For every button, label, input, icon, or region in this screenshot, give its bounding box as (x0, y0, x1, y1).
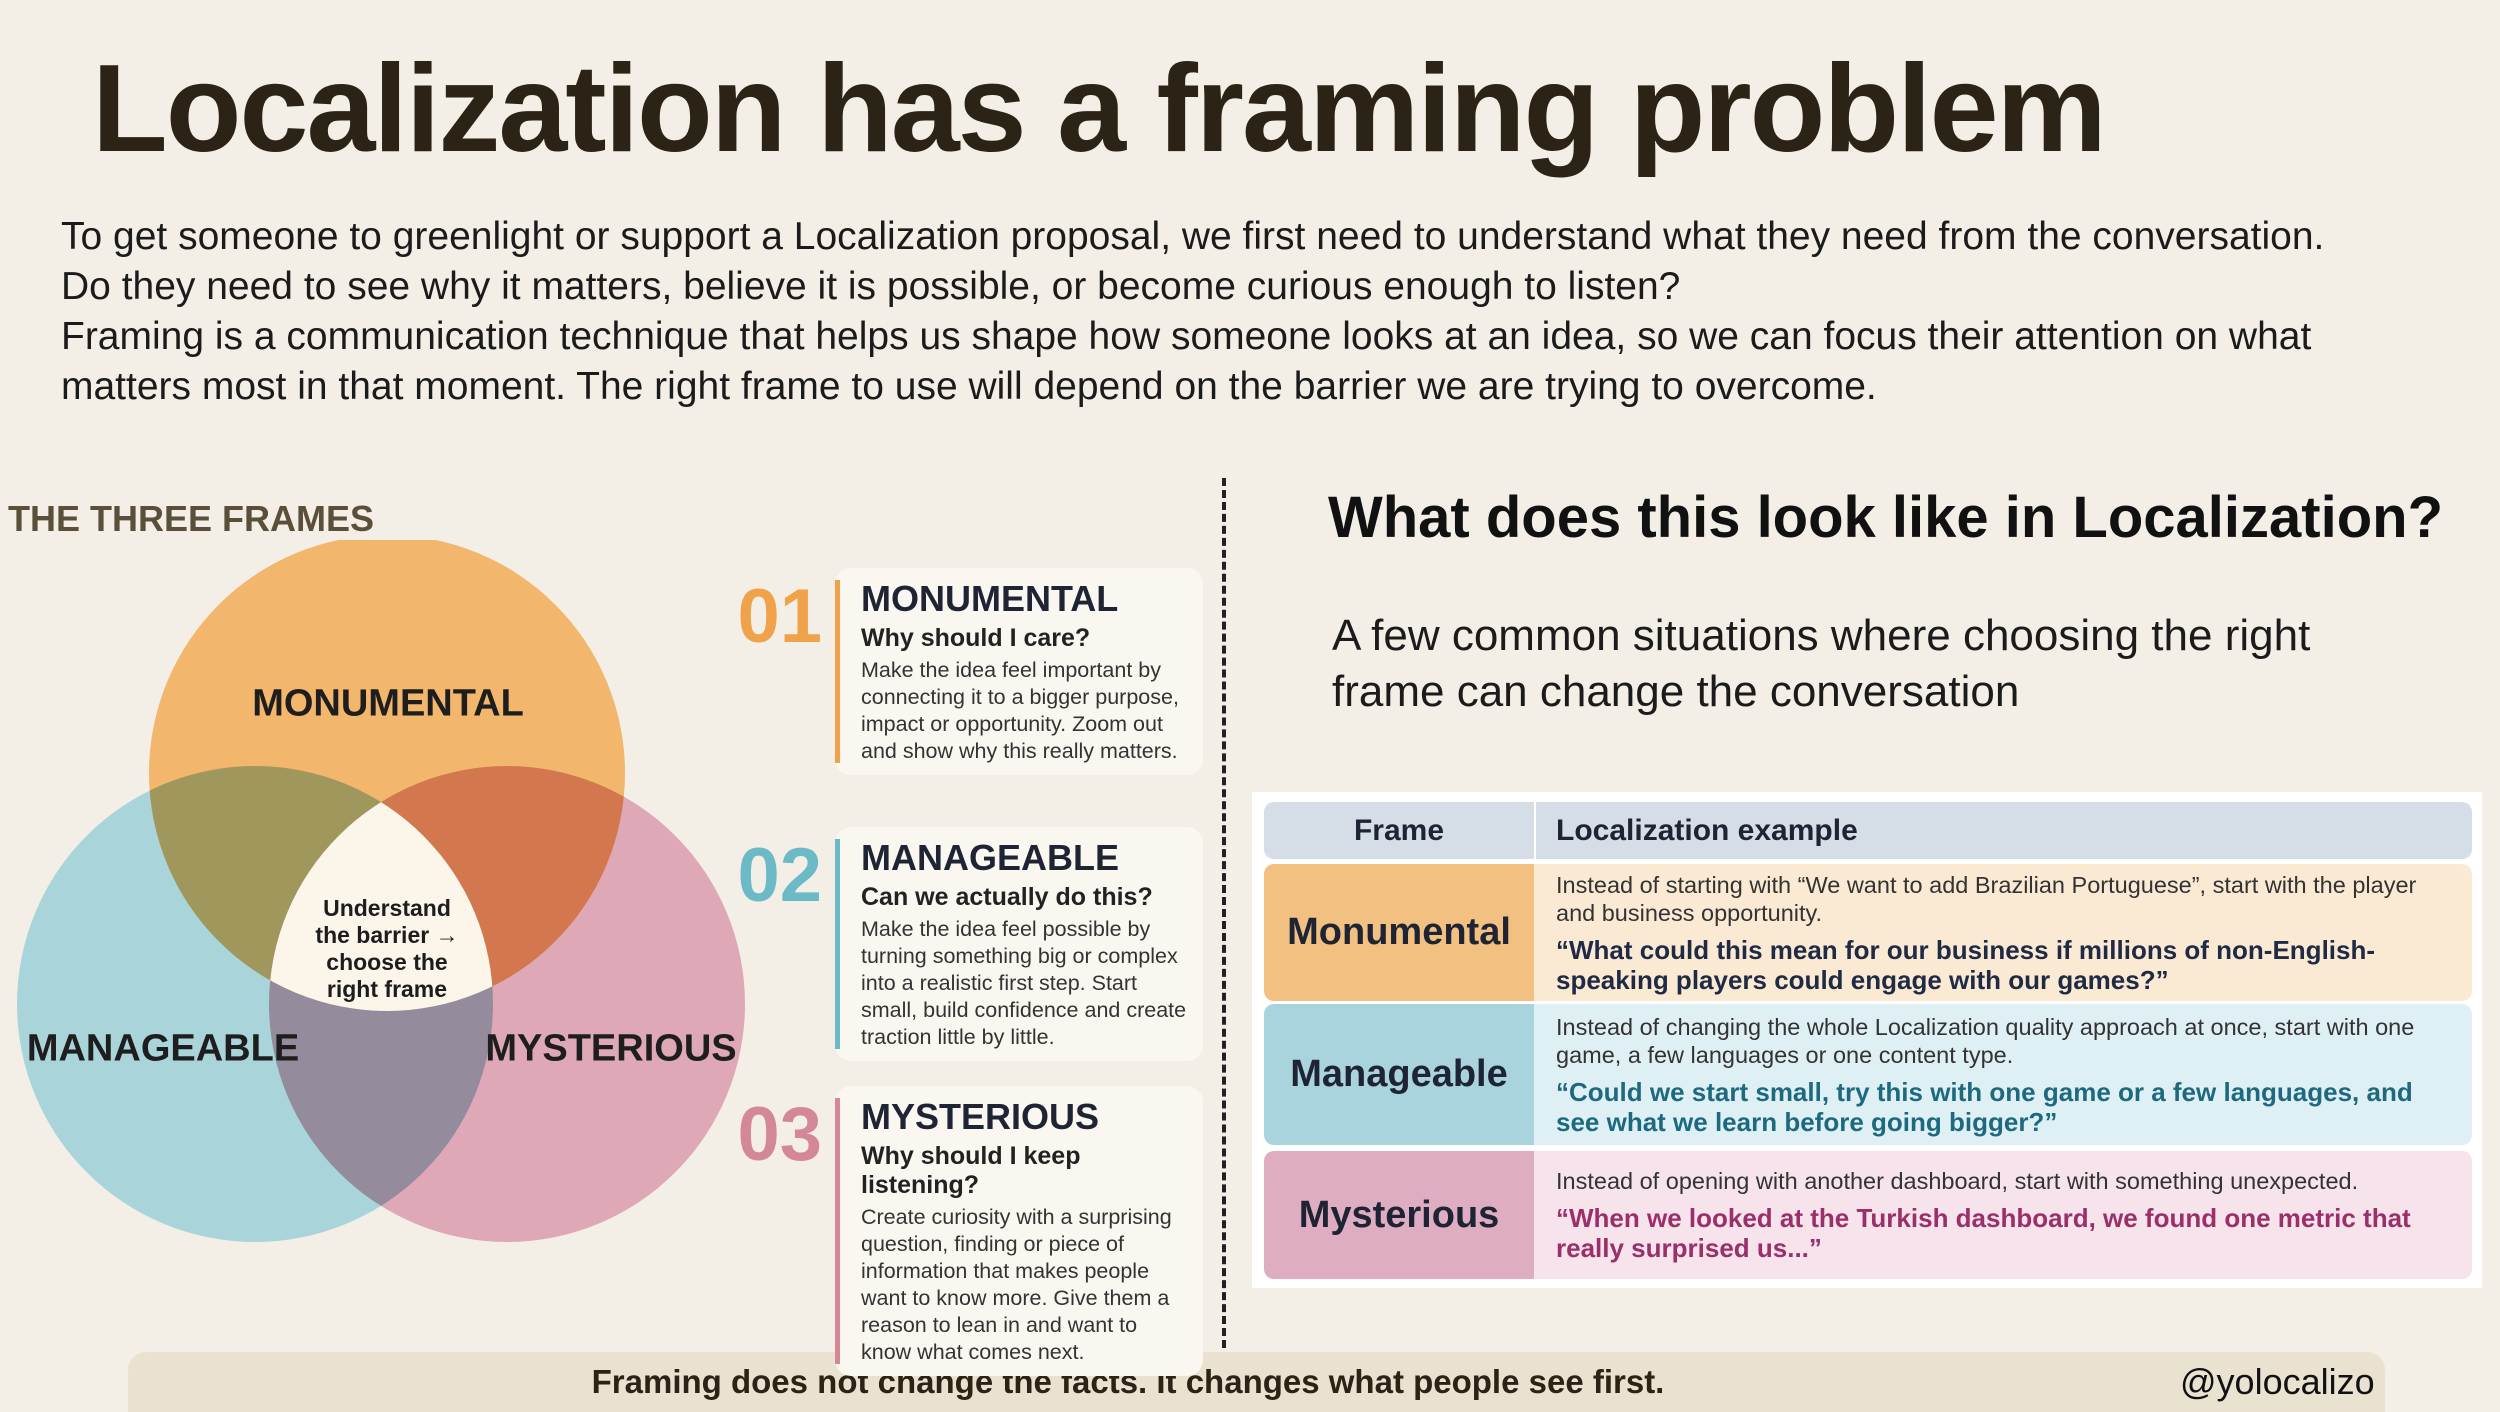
quote: “Could we start small, try this with one… (1556, 1076, 2413, 1137)
situation: Instead of changing the whole Localizati… (1556, 1013, 2415, 1068)
section-heading: What does this look like in Localization… (1328, 485, 2443, 550)
frame-cell: Monumental (1264, 864, 1534, 1001)
frame-cell: Mysterious (1264, 1151, 1534, 1279)
card-title: MYSTERIOUS (861, 1096, 1100, 1137)
card: MYSTERIOUS Why should I keep listening? Cr… (835, 1086, 1203, 1376)
card-number: 02 (737, 833, 822, 918)
card-description: Make the idea feel important by connecti… (861, 658, 1179, 763)
title: Localization has a framing problem (92, 40, 2107, 178)
card-accent (835, 580, 840, 763)
frame-cell: Manageable (1264, 1004, 1534, 1145)
card-question: Why should I keep listening? (861, 1142, 1081, 1199)
example-cell: Instead of opening with another dashboar… (1534, 1151, 2472, 1279)
venn-label: MYSTERIOUS (485, 1027, 737, 1070)
subtitle: A few common situations where choosing t… (1332, 611, 2311, 716)
divider (1222, 478, 1226, 1348)
card: MONUMENTAL Why should I care? Make the ide… (835, 568, 1203, 775)
handle: @yolocalizo (2180, 1361, 2375, 1402)
quote: “What could this mean for our business i… (1556, 934, 2376, 995)
card-accent (835, 1098, 840, 1364)
card-number: 03 (737, 1092, 822, 1177)
situation: Instead of opening with another dashboar… (1556, 1168, 2359, 1194)
intro-line: matters most in that moment. The right f… (61, 365, 1877, 408)
venn-center: Understand the barrier → choose the righ… (315, 895, 459, 1002)
situation: Instead of starting with “We want to add… (1556, 871, 2417, 926)
card-description: Create curiosity with a surprising quest… (861, 1205, 1172, 1364)
table: Frame Localization example Monumental Ins… (1252, 792, 2482, 1288)
example-cell: Instead of changing the whole Localizati… (1534, 1004, 2472, 1145)
card: MANAGEABLE Can we actually do this? Make t… (835, 827, 1203, 1061)
intro-line: Framing is a communication technique tha… (61, 315, 2312, 358)
venn-label: MANAGEABLE (26, 1027, 300, 1070)
example-cell: Instead of starting with “We want to add… (1534, 864, 2472, 1001)
venn (17, 540, 745, 1242)
card-description: Make the idea feel possible by turning s… (861, 917, 1187, 1049)
venn-label: MONUMENTAL (252, 682, 524, 725)
table-header: Frame (1264, 802, 1534, 859)
card-title: MONUMENTAL (861, 578, 1119, 619)
center-region (269, 766, 493, 1011)
section-heading: THE THREE FRAMES (8, 498, 375, 539)
table-header: Localization example (1536, 802, 2472, 859)
card-question: Can we actually do this? (861, 883, 1153, 911)
intro-line: To get someone to greenlight or support … (61, 215, 2325, 258)
card-title: MANAGEABLE (861, 837, 1119, 878)
card-question: Why should I care? (861, 624, 1091, 652)
card-number: 01 (737, 574, 822, 659)
footer-band (128, 1352, 2385, 1412)
intro-line: Do they need to see why it matters, beli… (61, 265, 1681, 308)
quote: “When we looked at the Turkish dashboard… (1556, 1203, 2411, 1263)
card-accent (835, 839, 840, 1049)
